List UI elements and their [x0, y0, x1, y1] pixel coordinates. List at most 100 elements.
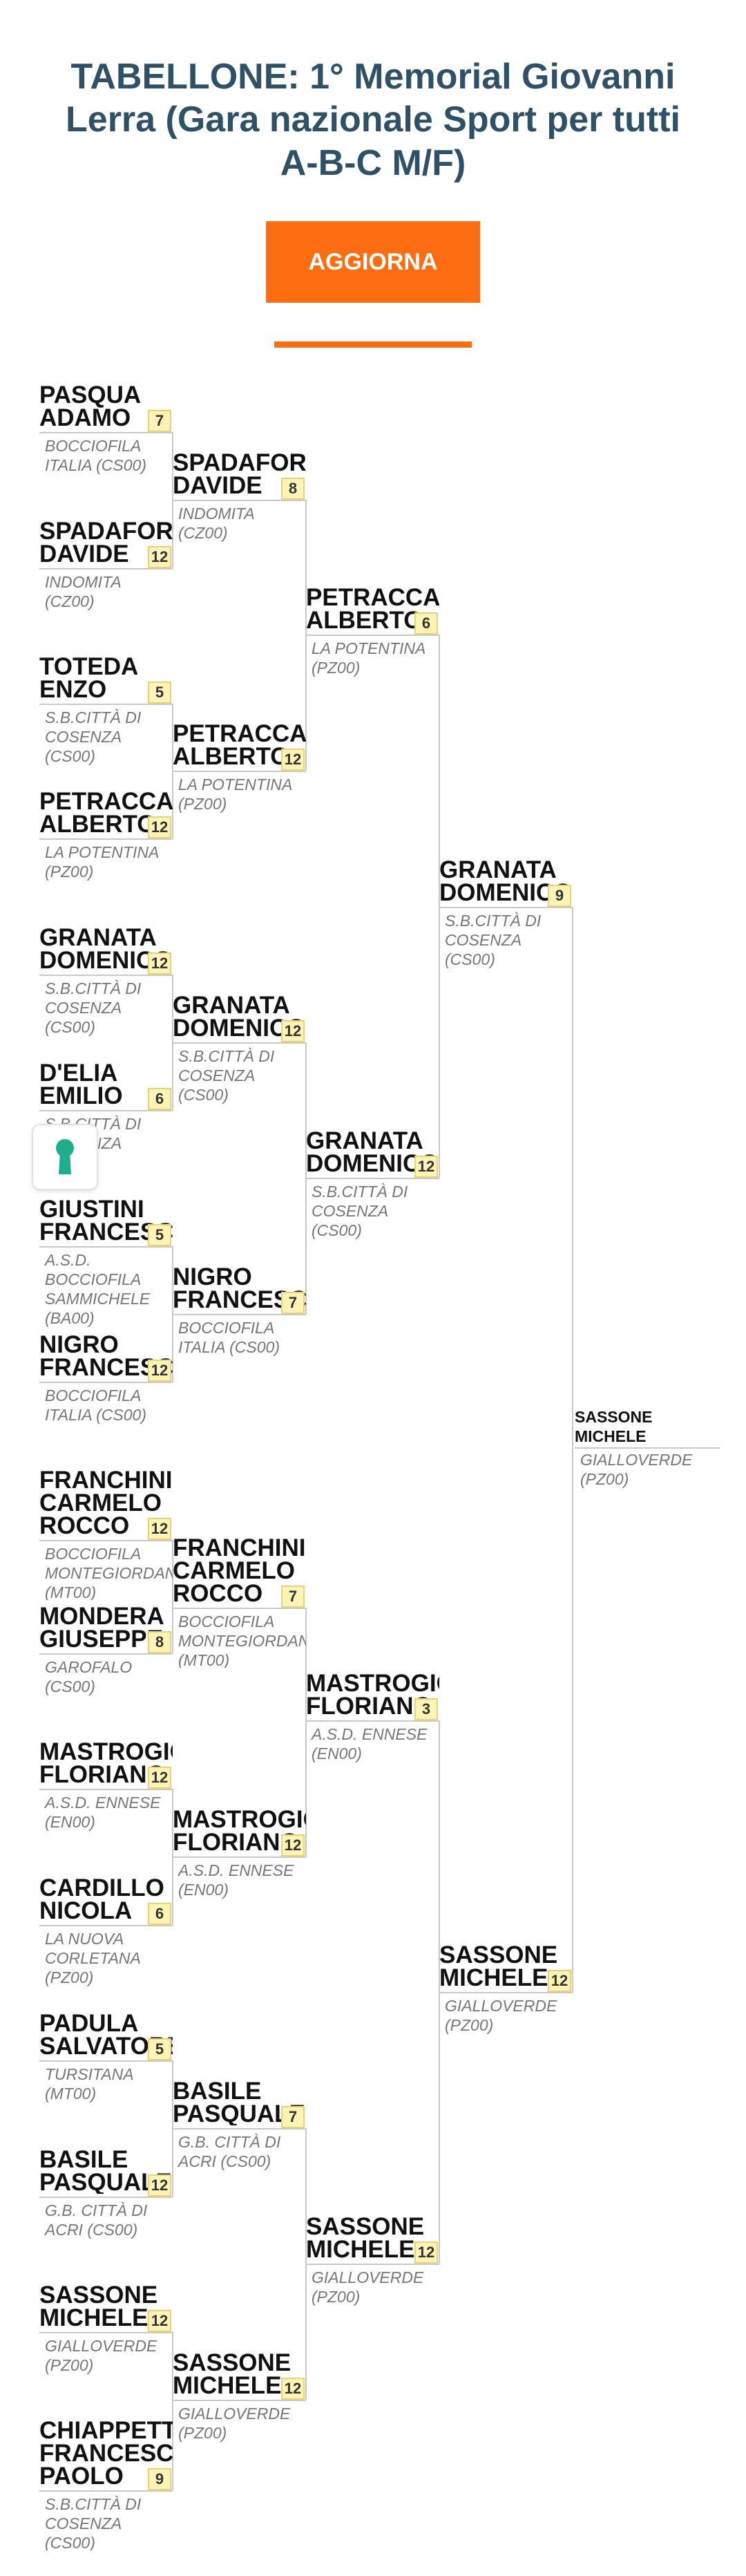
- entry-line: [173, 1856, 306, 1858]
- score-badge: 12: [414, 2241, 438, 2264]
- club-name: INDOMITA (CZ00): [178, 505, 255, 542]
- player-name: SPADAFORA DAVIDE: [39, 520, 173, 565]
- player-name: PETRACCA ALBERTO: [306, 586, 439, 632]
- match-entry: SASSONE MICHELE 12 GIALLOVERDE (PZ00): [39, 2284, 173, 2415]
- entry-line: [173, 1608, 306, 1609]
- entry-line: [39, 1789, 173, 1790]
- entry-line: [39, 1110, 173, 1111]
- match-entry: PASQUA ADAMO 7 BOCCIOFILA ITALIA (CS00): [39, 384, 173, 515]
- club-name: LA POTENTINA (PZ00): [312, 639, 426, 677]
- player-name: PASQUA ADAMO: [39, 384, 142, 429]
- player-name: SASSONE MICHELE: [439, 1944, 558, 1989]
- score-badge: 8: [148, 1631, 171, 1653]
- score-badge: 12: [414, 1156, 438, 1178]
- club-name: BOCCIOFILA MONTEGIORDANO (MT00): [45, 1545, 173, 1600]
- entry-line: [39, 1246, 173, 1248]
- score-badge: 7: [281, 2106, 305, 2128]
- match-entry: CARDILLO NICOLA 6 LA NUOVA CORLETANA (PZ00…: [39, 1877, 173, 2008]
- entry-line: [306, 1720, 439, 1722]
- club-name: LA POTENTINA (PZ00): [178, 775, 293, 813]
- club-name: GAROFALO (CS00): [45, 1658, 133, 1695]
- score-badge: 12: [548, 1970, 571, 1992]
- club-name: GIALLOVERDE (PZ00): [445, 1997, 557, 2034]
- score-badge: 12: [148, 816, 171, 838]
- title-underline: [274, 341, 472, 348]
- match-entry: GIUSTINI FRANCESCO5A.S.D. BOCCIOFILA SAM…: [39, 1198, 173, 1329]
- player-name: PADULA SALVATORE: [39, 2012, 173, 2058]
- score-badge: 3: [414, 1698, 438, 1720]
- match-entry: SASSONE MICHELE 12 GIALLOVERDE (PZ00): [306, 2215, 439, 2347]
- score-badge: 7: [281, 1292, 305, 1314]
- entry-line: [173, 2128, 306, 2130]
- entry-line: [306, 634, 439, 636]
- club-name: GIALLOVERDE (PZ00): [178, 2405, 291, 2442]
- club-name: INDOMITA (CZ00): [45, 573, 122, 610]
- entry-line: [39, 975, 173, 976]
- club-name: G.B. CITTÀ DI ACRI (CS00): [178, 2133, 281, 2170]
- club-name: A.S.D. ENNESE (EN00): [178, 1861, 294, 1899]
- entry-line: [39, 2332, 173, 2333]
- match-entry: GRANATA DOMENICO 12 S.B.CITTÀ DI COSENZA (…: [306, 1129, 439, 1261]
- match-entry: NIGRO FRANCESCO7BOCCIOFILA ITALIA (CS00): [173, 1266, 306, 1397]
- entry-line: [39, 1540, 173, 1541]
- club-name: BOCCIOFILA ITALIA (CS00): [45, 1386, 146, 1424]
- entry-line: [39, 2490, 173, 2492]
- player-name: FRANCHINI CARMELO ROCCO: [173, 1536, 306, 1605]
- champion-line: [575, 1447, 720, 1449]
- player-name: MASTROGIO FLORIANO: [173, 1808, 306, 1854]
- player-name: PETRACCA ALBERTO: [39, 790, 173, 836]
- entry-line: [306, 1178, 439, 1179]
- match-entry: GRANATA DOMENICO 9 S.B.CITTÀ DI COSENZA (C…: [439, 858, 573, 990]
- entry-line: [439, 907, 573, 908]
- refresh-button[interactable]: AGGIORNA: [266, 221, 480, 303]
- player-name: CHIAPPETTA FRANCESCO PAOLO: [39, 2419, 173, 2488]
- entry-line: [39, 432, 173, 433]
- player-name: TOTEDA ENZO: [39, 655, 139, 701]
- entry-line: [173, 2400, 306, 2401]
- club-name: TURSITANA (MT00): [45, 2065, 134, 2103]
- match-entry: BASILE PASQUALE 7 G.B. CITTÀ DI ACRI (CS00…: [173, 2080, 306, 2211]
- score-badge: 12: [281, 2378, 305, 2400]
- score-badge: 12: [148, 952, 171, 975]
- entry-line: [39, 838, 173, 840]
- entry-line: [39, 568, 173, 570]
- champion-entry: SASSONE MICHELE GIALLOVERDE (PZ00): [575, 1407, 720, 1488]
- entry-line: [39, 704, 173, 705]
- score-badge: 6: [148, 1088, 171, 1110]
- entry-line: [173, 1042, 306, 1044]
- entry-line: [39, 2197, 173, 2198]
- match-entry: SASSONE MICHELE 12 GIALLOVERDE (PZ00): [173, 2351, 306, 2483]
- match-entry: PADULA SALVATORE 5 TURSITANA (MT00): [39, 2012, 173, 2143]
- player-name: SASSONE MICHELE: [306, 2215, 425, 2261]
- champion-name: SASSONE MICHELE: [575, 1408, 653, 1445]
- club-name: S.B.CITTÀ DI COSENZA (CS00): [178, 1047, 275, 1104]
- keyhole-button[interactable]: [32, 1124, 98, 1190]
- club-name: A.S.D. ENNESE (EN00): [45, 1794, 161, 1831]
- score-badge: 9: [548, 885, 571, 907]
- club-name: S.B.CITTÀ DI COSENZA (CS00): [445, 912, 542, 968]
- club-name: BOCCIOFILA MONTEGIORDANO (MT00): [178, 1613, 306, 1668]
- entry-line: [39, 1925, 173, 1926]
- score-badge: 5: [148, 681, 171, 704]
- score-badge: 9: [148, 2468, 171, 2490]
- score-badge: 12: [281, 1834, 305, 1856]
- match-entry: PETRACCA ALBERTO 6 LA POTENTINA (PZ00): [306, 586, 439, 717]
- club-name: A.S.D. BOCCIOFILA SAMMICHELE (BA00): [45, 1251, 151, 1327]
- keyhole-icon: [56, 1139, 74, 1174]
- club-name: S.B.CITTÀ DI COSENZA (CS00): [45, 979, 142, 1036]
- score-badge: 12: [148, 1518, 171, 1540]
- club-name: LA NUOVA CORLETANA (PZ00): [45, 1930, 141, 1986]
- entry-line: [306, 2264, 439, 2265]
- score-badge: 7: [148, 410, 171, 432]
- player-name: SASSONE MICHELE: [173, 2351, 291, 2397]
- entry-line: [173, 500, 306, 501]
- player-name: D'ELIA EMILIO: [39, 1062, 123, 1107]
- player-name: FRANCHINI CARMELO ROCCO: [39, 1469, 173, 1537]
- score-badge: 12: [281, 1020, 305, 1042]
- player-name: SPADAFORA DAVIDE: [173, 451, 306, 497]
- player-name: MASTROGIO FLORIANO: [39, 1740, 173, 1786]
